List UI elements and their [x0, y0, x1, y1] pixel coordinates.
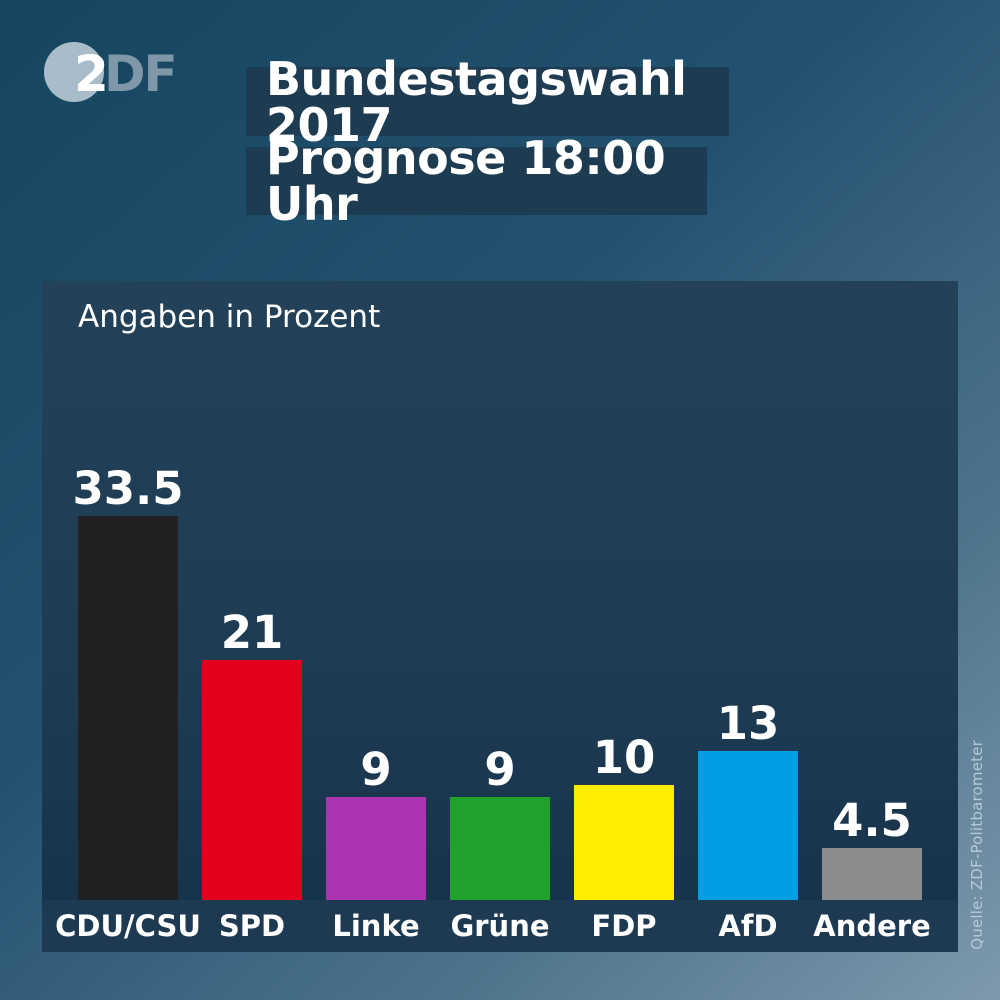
bar-andere [822, 848, 922, 900]
bar-value-spd: 21 [220, 606, 284, 659]
chart-plot-area: 33.5 21 9 9 10 13 4.5 [42, 335, 958, 900]
chart-panel: Angaben in Prozent 33.5 21 9 9 10 13 4.5 CDU/C… [42, 281, 958, 952]
bar-column-gr-ne: 9 [450, 747, 550, 900]
chart-note: Angaben in Prozent [78, 299, 381, 335]
category-label-spd: SPD [218, 909, 286, 943]
source-text: Quelle: ZDF-Politbarometer [968, 740, 986, 950]
bar-column-linke: 9 [326, 747, 426, 900]
category-label-andere: Andere [813, 909, 931, 943]
title-line-1: Bundestagswahl 2017 [246, 56, 729, 148]
bars-row: 33.5 21 9 9 10 13 4.5 [42, 466, 958, 900]
bar-value-linke: 9 [360, 743, 392, 796]
category-label-afd: AfD [718, 909, 778, 943]
bar-value-gr-ne: 9 [484, 743, 516, 796]
bar-value-cdu-csu: 33.5 [72, 462, 184, 515]
bar-value-afd: 13 [716, 697, 780, 750]
bar-spd [202, 660, 302, 900]
category-label-cdu-csu: CDU/CSU [55, 909, 201, 943]
bar-gr-ne [450, 797, 550, 900]
zdf-logo-2: 2 [74, 45, 109, 103]
title-line-2: Prognose 18:00 Uhr [246, 135, 707, 227]
bar-column-fdp: 10 [574, 735, 674, 900]
zdf-logo-df: DF [104, 45, 178, 103]
bar-column-afd: 13 [698, 701, 798, 900]
bar-afd [698, 751, 798, 900]
zdf-logo: 2 DF [44, 42, 178, 104]
bar-column-spd: 21 [202, 610, 302, 900]
bar-column-cdu-csu: 33.5 [72, 466, 184, 900]
labels-row: CDU/CSU SPD Linke Grüne FDP AfD Andere [42, 900, 958, 952]
category-label-fdp: FDP [591, 909, 657, 943]
bar-value-andere: 4.5 [832, 794, 912, 847]
bar-linke [326, 797, 426, 900]
bar-cdu-csu [78, 516, 178, 900]
bar-column-andere: 4.5 [822, 798, 922, 900]
category-label-linke: Linke [332, 909, 420, 943]
bar-fdp [574, 785, 674, 900]
bar-value-fdp: 10 [592, 731, 656, 784]
zdf-logo-circle-icon [44, 42, 104, 102]
category-label-gr-ne: Grüne [450, 909, 550, 943]
